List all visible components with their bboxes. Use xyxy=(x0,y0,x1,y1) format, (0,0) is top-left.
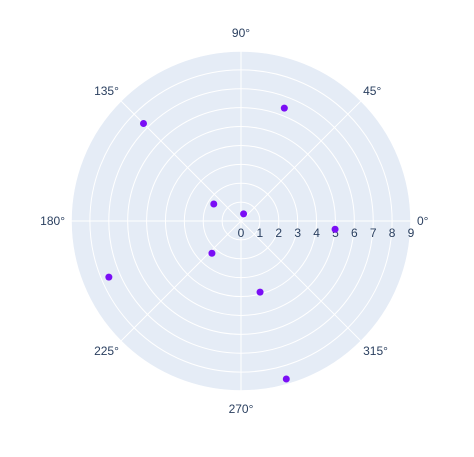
data-point xyxy=(210,200,218,208)
angular-tick-label: 180° xyxy=(40,214,65,228)
angular-tick-label: 315° xyxy=(363,344,388,358)
data-point xyxy=(240,210,248,218)
angular-grid-line xyxy=(120,100,242,222)
radial-tick-label: 5 xyxy=(332,226,339,240)
data-point xyxy=(139,119,147,127)
data-point xyxy=(331,225,339,233)
data-points xyxy=(105,104,339,383)
angular-grid-line xyxy=(240,220,362,342)
angular-tick-label: 135° xyxy=(94,84,119,98)
radial-tick-label: 6 xyxy=(351,226,358,240)
angular-tick-label: 0° xyxy=(417,214,429,228)
data-point xyxy=(105,273,113,281)
angular-tick-label: 90° xyxy=(232,26,250,40)
angular-tick-labels: 0° 45° 90° 135° 180° 225° 270° 315° xyxy=(40,26,429,416)
radial-tick-label: 4 xyxy=(313,226,320,240)
radial-tick-label: 9 xyxy=(408,226,415,240)
radial-tick-label: 2 xyxy=(275,226,282,240)
data-point xyxy=(282,375,290,383)
radial-tick-label: 3 xyxy=(294,226,301,240)
angular-grid-line xyxy=(240,100,362,222)
data-point xyxy=(280,104,288,112)
angular-tick-label: 45° xyxy=(363,84,381,98)
angular-grid-line xyxy=(120,220,242,342)
radial-tick-label: 0 xyxy=(238,226,245,240)
radial-tick-label: 8 xyxy=(389,226,396,240)
data-point xyxy=(256,288,264,296)
angular-tick-label: 270° xyxy=(229,402,254,416)
data-point xyxy=(208,249,216,257)
radial-tick-label: 1 xyxy=(257,226,264,240)
radial-tick-label: 7 xyxy=(370,226,377,240)
angular-tick-label: 225° xyxy=(94,344,119,358)
polar-grid xyxy=(70,50,412,392)
